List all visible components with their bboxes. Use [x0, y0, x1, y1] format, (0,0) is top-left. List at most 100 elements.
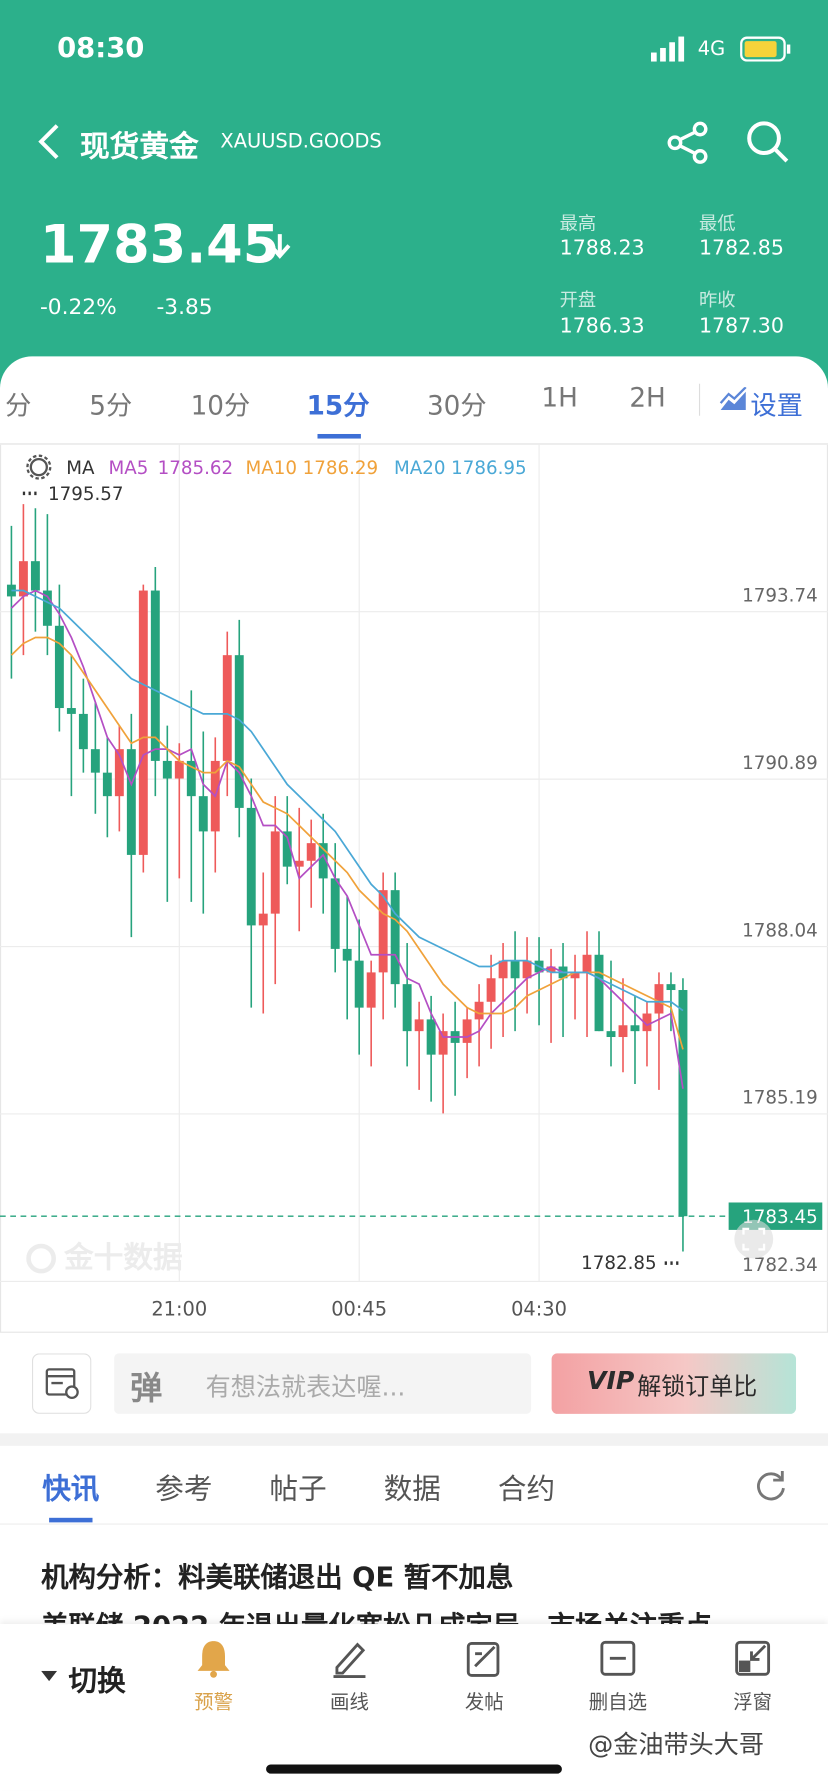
candle-body [294, 860, 304, 867]
alert-icon[interactable] [194, 1638, 233, 1679]
share-button[interactable] [666, 121, 712, 164]
barrage-icon[interactable]: 弹 [130, 1369, 163, 1408]
draw-icon[interactable] [330, 1638, 369, 1679]
stat-value: 1787.30 [698, 314, 784, 339]
nav-item[interactable]: 发帖 [464, 1691, 504, 1715]
legend-name: MA10 [246, 458, 298, 479]
candle-body [66, 708, 76, 714]
candle-body [654, 984, 664, 1014]
settings-icon[interactable] [718, 387, 748, 412]
watermark: @金油带头大哥 [588, 1731, 765, 1760]
candle-body [414, 1019, 424, 1032]
candle-body [426, 1019, 436, 1055]
post-icon[interactable] [465, 1638, 504, 1679]
vip-text: 解锁订单比 [637, 1372, 758, 1401]
news-tab[interactable]: 帖子 [269, 1472, 327, 1506]
toggle-caret [41, 1670, 58, 1682]
remove-icon[interactable] [598, 1638, 637, 1679]
candle-body [270, 831, 280, 914]
change-pct: -0.22% [39, 294, 117, 320]
candle-body [102, 772, 112, 797]
news-tab[interactable]: 数据 [383, 1472, 441, 1506]
period-tab[interactable]: 30分 [426, 391, 487, 422]
candle-body [150, 590, 160, 761]
y-tick-label: 1782.34 [742, 1255, 818, 1276]
candle-body [546, 966, 556, 973]
candle-body [594, 954, 604, 1032]
legend-value: 1786.95 [451, 458, 527, 479]
comment-input[interactable] [114, 1353, 532, 1414]
back-button[interactable] [34, 121, 64, 162]
candle-body [126, 749, 136, 855]
price: 1783.45 [39, 213, 280, 276]
news-tab[interactable]: 合约 [497, 1472, 556, 1506]
candle-body [330, 878, 340, 949]
news-tab-active[interactable]: 快讯 [42, 1472, 100, 1506]
candle-body [282, 831, 292, 867]
settings[interactable]: 设置 [750, 391, 803, 422]
news-divider [0, 1523, 828, 1525]
placeholder: 有想法就表达喔... [205, 1373, 406, 1403]
candle-body [666, 984, 676, 991]
stat-value: 1782.85 [698, 236, 784, 261]
max-label: 1795.57 [48, 484, 124, 505]
stat-label: 昨收 [698, 288, 736, 311]
y-tick-label: 1793.74 [742, 585, 818, 606]
candle-body [462, 1019, 472, 1043]
nav-item[interactable]: 画线 [330, 1691, 369, 1715]
candle-body [366, 972, 376, 1008]
legend-name: MA5 [108, 458, 148, 479]
y-tick-label: 1790.89 [742, 753, 818, 774]
legend-name: MA20 [394, 458, 446, 479]
vip-button[interactable] [551, 1353, 797, 1414]
candle-body [582, 954, 592, 973]
chart-watermark: 金十数据 [63, 1241, 183, 1276]
refresh-button[interactable] [754, 1469, 788, 1503]
chart-frame [0, 443, 828, 1333]
candle-body [234, 655, 244, 808]
period-tab[interactable]: 分 [5, 391, 32, 422]
candle-body [222, 655, 232, 761]
order-icon[interactable] [31, 1353, 92, 1414]
title: 现货黄金 [79, 130, 199, 165]
candle-body [246, 807, 256, 926]
period-tab[interactable]: 1H [541, 383, 578, 414]
legend-value: 1785.62 [158, 458, 234, 479]
kline-chart: 金十数据 21:00 00:45 04:30 1782.34 1785.19 1788.0… [0, 443, 828, 1333]
news-underline [49, 1517, 93, 1523]
gear-icon[interactable] [26, 454, 52, 480]
y-tick-label: 1785.19 [742, 1088, 818, 1109]
toggle[interactable]: 切换 [68, 1663, 126, 1698]
x-tick-label: 21:00 [151, 1298, 207, 1321]
nav-item[interactable]: 浮窗 [733, 1691, 773, 1715]
candle-body [678, 990, 688, 1217]
period-tab[interactable]: 5分 [89, 391, 133, 422]
candle-body [42, 590, 52, 626]
battery-icon [740, 36, 791, 62]
period-tab[interactable]: 2H [629, 383, 666, 414]
headline[interactable]: 机构分析：料美联储退出 QE 暂不加息 [41, 1561, 514, 1594]
news-tab[interactable]: 参考 [155, 1472, 213, 1506]
x-tick-label: 00:45 [331, 1298, 387, 1321]
home-indicator [266, 1764, 562, 1774]
candle-body [474, 1001, 484, 1020]
period-tab-active[interactable]: 15分 [306, 391, 370, 422]
down-arrow [269, 234, 291, 259]
candle-body [174, 760, 184, 779]
candle-body [570, 972, 580, 979]
candle-body [642, 1013, 652, 1032]
nav-item[interactable]: 删自选 [588, 1691, 647, 1715]
float-icon[interactable] [733, 1638, 772, 1679]
nav-item[interactable]: 预警 [194, 1691, 233, 1715]
candle-body [114, 749, 124, 797]
candle-body [30, 561, 40, 591]
status-time: 08:30 [57, 31, 145, 64]
search-button[interactable] [745, 119, 791, 165]
network-type: 4G [697, 37, 726, 61]
candle-body [498, 960, 508, 979]
candle-body [318, 843, 328, 879]
period-tab[interactable]: 10分 [190, 391, 251, 422]
header-bg [0, 0, 828, 389]
stat-value: 1786.33 [559, 314, 645, 339]
